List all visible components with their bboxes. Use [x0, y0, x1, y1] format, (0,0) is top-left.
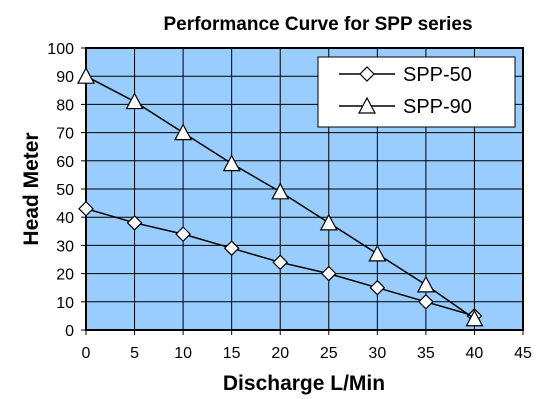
- x-tick-label: 35: [417, 345, 435, 362]
- legend-label-spp-90: SPP-90: [403, 96, 472, 118]
- y-tick-label: 100: [47, 41, 74, 58]
- x-tick-label: 5: [130, 345, 139, 362]
- y-tick-label: 30: [56, 238, 74, 255]
- y-tick-label: 80: [56, 97, 74, 114]
- data-point-spp-50: [418, 293, 434, 310]
- data-point-spp-90: [368, 244, 387, 262]
- data-point-spp-50: [272, 254, 289, 271]
- data-point-spp-50: [369, 279, 386, 296]
- data-point-spp-50: [126, 214, 143, 231]
- legend-box: [317, 56, 516, 128]
- x-axis-label: Discharge L/Min: [223, 372, 385, 395]
- y-tick-label: 0: [65, 323, 74, 340]
- data-point-spp-90: [271, 182, 290, 200]
- data-point-spp-90: [465, 309, 484, 327]
- series-layer: [77, 66, 484, 327]
- data-point-spp-90: [77, 66, 95, 84]
- x-tick-label: 40: [466, 345, 484, 362]
- data-point-spp-50: [78, 200, 94, 217]
- data-point-spp-50: [223, 240, 240, 257]
- y-tick-label: 20: [56, 267, 74, 284]
- data-point-spp-50: [175, 226, 191, 242]
- legend: SPP-50 SPP-90: [317, 56, 516, 128]
- data-point-spp-90: [222, 154, 241, 172]
- data-point-spp-50: [320, 265, 337, 282]
- y-tick-label: 40: [56, 210, 74, 227]
- data-point-spp-90: [319, 213, 338, 231]
- legend-label-spp-50: SPP-50: [403, 64, 472, 86]
- x-tick-label: 15: [223, 345, 241, 362]
- chart-title: Performance Curve for SPP series: [163, 14, 472, 35]
- x-tick-label: 0: [82, 345, 91, 362]
- x-tick-label: 10: [174, 345, 192, 362]
- legend-marker-diamond: [359, 66, 375, 82]
- y-axis-label: Head Meter: [20, 132, 43, 245]
- x-tick-label: 45: [514, 345, 532, 362]
- y-tick-label: 70: [56, 126, 74, 143]
- y-tick-label: 10: [56, 295, 74, 312]
- x-tick-label: 30: [368, 345, 386, 362]
- y-tick-label: 90: [56, 69, 74, 86]
- y-tick-label: 60: [56, 154, 74, 171]
- data-point-spp-90: [174, 123, 193, 141]
- x-tick-label: 20: [271, 345, 289, 362]
- legend-marker-triangle: [358, 96, 376, 114]
- y-tick-label: 50: [56, 182, 74, 199]
- data-point-spp-90: [125, 92, 144, 110]
- tick-labels: 0 5 10 15 20 25 30 35 40 45 0 10 20 30 40 50 60 70 80 90 100: [47, 41, 532, 362]
- x-tick-label: 25: [320, 345, 338, 362]
- data-point-spp-90: [416, 275, 435, 293]
